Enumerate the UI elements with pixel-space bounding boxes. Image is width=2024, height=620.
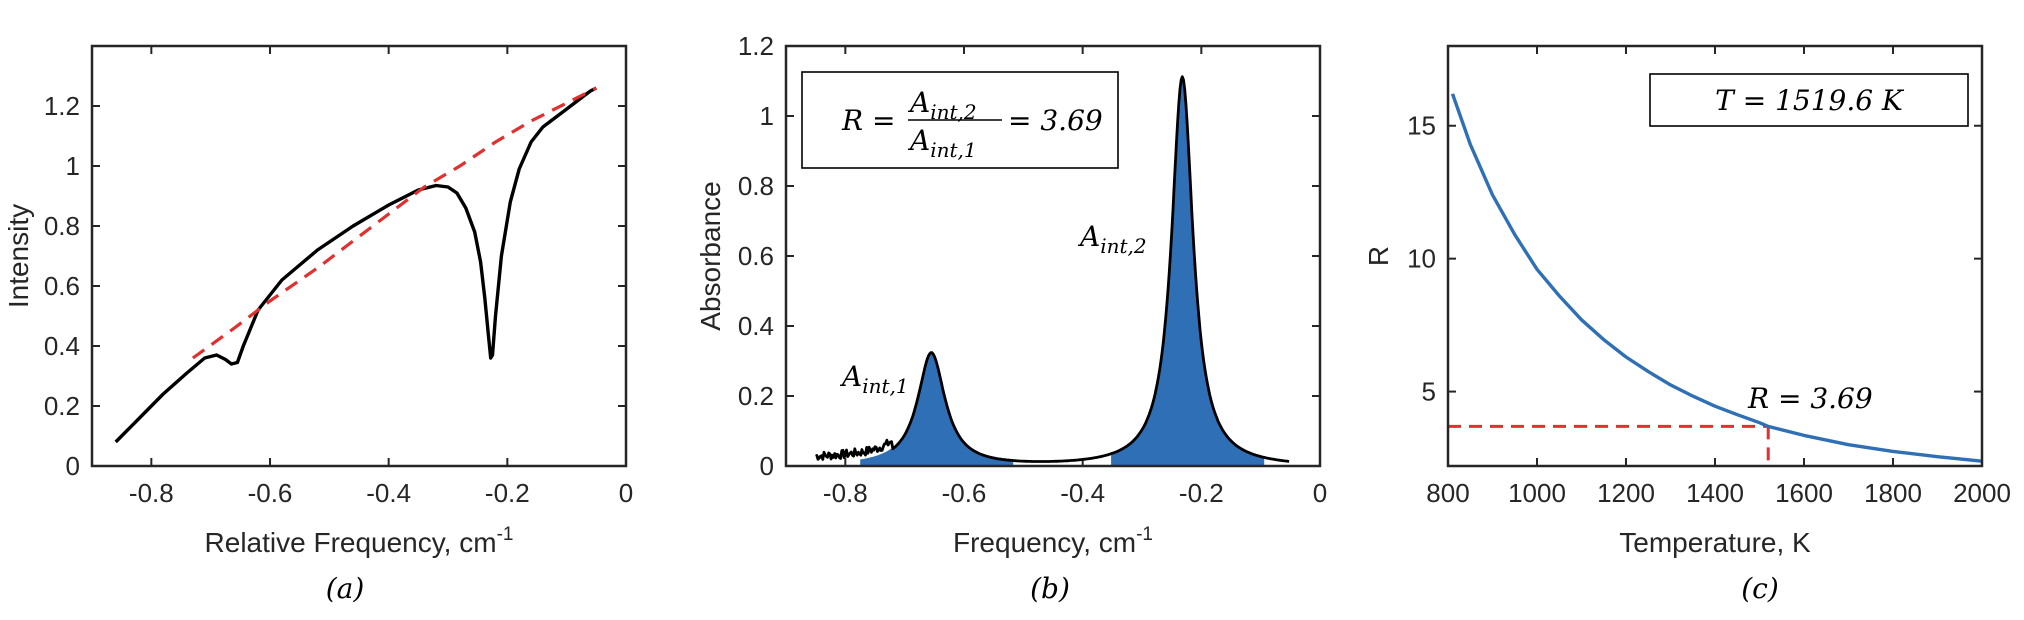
panel-c-xtick-label: 2000	[1953, 478, 2011, 508]
peak-label-1: Aint,1	[839, 360, 909, 398]
panel-a-xtick-label: 0	[619, 478, 633, 508]
equation-box: R = Aint,2 Aint,1 = 3.69	[801, 71, 1119, 169]
panel-c-xlabel: Temperature, K	[1619, 527, 1811, 558]
panel-c-xtick-label: 1400	[1686, 478, 1744, 508]
panel-b-xtick-label: -0.8	[823, 478, 868, 508]
panel-a-ytick-label: 1.2	[44, 91, 80, 121]
panel-a-xtick-label: -0.2	[485, 478, 530, 508]
panel-c-axes-box	[1446, 44, 1984, 468]
panel-a-ytick-label: 0.6	[44, 271, 80, 301]
panel-b-xtick-label: -0.4	[1060, 478, 1105, 508]
equation-lhs: R =	[841, 104, 895, 137]
panel-b-absorbance-series	[815, 75, 1290, 463]
peak-label-2: Aint,2	[1077, 220, 1147, 258]
panel-a-baseline-series	[191, 86, 598, 360]
panel-c-ytick-label: 15	[1407, 111, 1436, 141]
panel-b-ytick-label: 0.2	[738, 381, 774, 411]
panel-a-axes-box	[90, 44, 628, 468]
panel-a-ytick-label: 0.4	[44, 331, 80, 361]
panel-c-xtick-label: 1000	[1508, 478, 1566, 508]
panel-b-axes-box	[784, 44, 1322, 468]
panel-b: -0.8 -0.6 -0.4 -0.2 0 0 0.2 0.4 0.6 0.8 1 1.2 R = A…	[695, 31, 1327, 605]
panel-b-xtick-label: 0	[1313, 478, 1327, 508]
panel-a-ylabel: Intensity	[3, 204, 34, 308]
panel-a-ytick-label: 0.8	[44, 211, 80, 241]
panel-b-ytick-label: 0.6	[738, 241, 774, 271]
panel-a-label: (a)	[326, 572, 365, 605]
panel-c-xtick-label: 1600	[1775, 478, 1833, 508]
panel-b-peak-area-2	[1111, 75, 1265, 467]
panel-b-ylabel: Absorbance	[695, 181, 726, 330]
panel-b-ytick-label: 0	[760, 451, 774, 481]
panel-b-peak-area-1	[860, 351, 1014, 466]
point-label: R = 3.69	[1747, 382, 1873, 415]
panel-a-xlabel: Relative Frequency, cm-1	[205, 524, 514, 558]
panel-c-label: (c)	[1741, 572, 1779, 605]
panel-b-xlabel: Frequency, cm-1	[953, 524, 1153, 558]
title-box-frame	[1649, 73, 1969, 127]
panel-a-xtick-label: -0.4	[366, 478, 411, 508]
panel-a-ytick-label: 0.2	[44, 391, 80, 421]
panel-a-ytick-label: 1	[66, 151, 80, 181]
panel-c: 800 1000 1200 1400 1600 1800 2000 5 10 15 T = 151…	[1363, 44, 2011, 605]
equation-rhs: = 3.69	[1008, 104, 1103, 137]
panel-c-ytick-label: 10	[1407, 244, 1436, 274]
panel-a-intensity-series	[114, 86, 598, 444]
panel-c-xtick-label: 1200	[1597, 478, 1655, 508]
panel-b-xtick-label: -0.2	[1179, 478, 1224, 508]
panel-a: -0.8 -0.6 -0.4 -0.2 0 0 0.2 0.4 0.6 0.8 1 1.2 Relat…	[3, 44, 633, 605]
panel-b-ytick-label: 0.4	[738, 311, 774, 341]
panel-c-r-vs-temperature-series	[1450, 93, 1983, 463]
title-box-text: T = 1519.6 K	[1715, 84, 1905, 117]
equation-denominator: Aint,1	[907, 124, 977, 162]
panel-a-xtick-label: -0.6	[248, 478, 293, 508]
panel-c-xtick-label: 800	[1426, 478, 1469, 508]
panel-c-ylabel: R	[1363, 246, 1394, 266]
panel-c-ytick-label: 5	[1422, 377, 1436, 407]
panel-a-xtick-label: -0.8	[129, 478, 174, 508]
panel-b-ytick-label: 1.2	[738, 31, 774, 61]
panel-b-ytick-label: 0.8	[738, 171, 774, 201]
panel-b-ytick-label: 1	[760, 101, 774, 131]
panel-b-xtick-label: -0.6	[942, 478, 987, 508]
panel-c-xtick-label: 1800	[1864, 478, 1922, 508]
panel-a-ytick-label: 0	[66, 451, 80, 481]
panel-b-label: (b)	[1030, 572, 1070, 605]
